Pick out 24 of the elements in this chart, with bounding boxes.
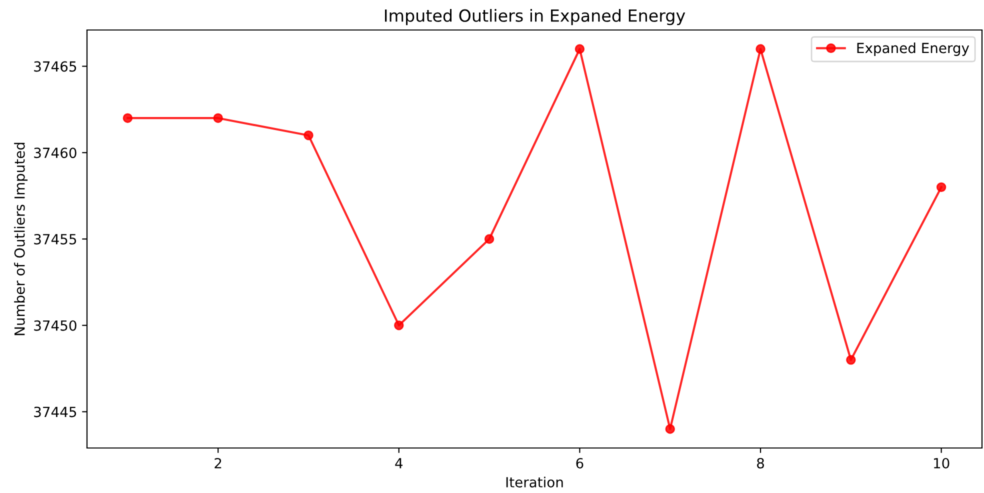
point — [574, 44, 585, 54]
y-tick-label: 37465 — [34, 61, 76, 72]
point — [756, 44, 766, 54]
point — [213, 113, 223, 123]
y-tick-label: 37450 — [34, 320, 76, 331]
x-axis-title: Iteration — [506, 476, 563, 488]
legend-label: Expaned Energy — [857, 42, 970, 56]
point — [936, 182, 946, 192]
x-tick-label: 4 — [395, 458, 403, 468]
x-tick-label: 8 — [757, 458, 764, 468]
y-tick-label: 37460 — [34, 148, 76, 158]
point — [304, 130, 314, 140]
chart-title: Imputed Outliers in Expaned Energy — [385, 9, 686, 26]
point — [122, 113, 133, 123]
y-tick-label: 37455 — [34, 234, 76, 244]
point — [394, 320, 404, 330]
point — [846, 355, 856, 365]
y-axis-title: Number of Outliers Imputed — [14, 142, 28, 336]
x-tick-label: 10 — [934, 458, 950, 468]
point — [665, 424, 675, 434]
x-tick-label: 2 — [214, 458, 222, 468]
point — [484, 234, 494, 244]
x-tick-label: 6 — [576, 458, 584, 468]
y-tick-label: 37445 — [34, 406, 76, 418]
